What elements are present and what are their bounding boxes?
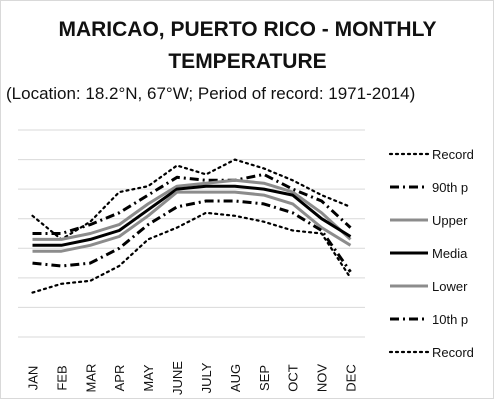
series-line-5: [32, 199, 352, 273]
x-tick-label: MAR: [83, 364, 98, 393]
x-tick-labels: JAN FEB MAR APR MAY JUNE JULY AUG SEP OCT NOV DEC: [25, 361, 358, 395]
x-tick-label: MAY: [141, 364, 156, 392]
x-tick-label: JAN: [25, 366, 40, 391]
x-tick-label: SEP: [257, 365, 272, 391]
legend-label: Upper: [432, 213, 468, 228]
series-line-4: [32, 190, 352, 253]
series-line-6: [31, 211, 352, 294]
legend-label: 90th p: [432, 180, 468, 195]
gridlines: [18, 129, 365, 338]
x-tick-label: JULY: [199, 362, 214, 393]
legend-label: Lower: [432, 279, 468, 294]
x-tick-label: OCT: [286, 364, 301, 392]
x-tick-label: DEC: [344, 364, 359, 391]
x-tick-label: NOV: [315, 364, 330, 393]
x-tick-label: AUG: [228, 364, 243, 392]
legend: Record 90th p Upper Media Lower 10th p Record: [388, 147, 474, 360]
chart-title-line2: TEMPERATURE: [168, 50, 327, 73]
series-line-3: [32, 184, 352, 247]
series-line-0: [31, 158, 352, 241]
series-line-2: [32, 178, 352, 241]
legend-label: Media: [432, 246, 468, 261]
legend-label: Record: [432, 147, 474, 162]
series-line-1: [32, 172, 352, 235]
series-lines: [31, 158, 352, 294]
x-tick-label: APR: [112, 365, 127, 392]
x-tick-label: FEB: [54, 365, 69, 390]
legend-label: 10th p: [432, 312, 468, 327]
chart-subtitle: (Location: 18.2°N, 67°W; Period of recor…: [6, 84, 416, 103]
chart-title-line1: MARICAO, PUERTO RICO - MONTHLY: [58, 18, 437, 41]
x-tick-label: JUNE: [170, 361, 185, 395]
legend-label: Record: [432, 345, 474, 360]
